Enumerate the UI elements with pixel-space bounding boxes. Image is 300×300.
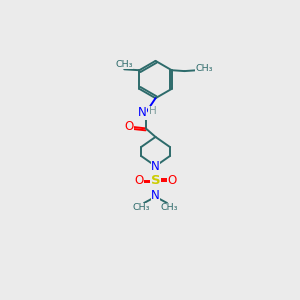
Text: CH₃: CH₃ <box>133 203 150 212</box>
Text: CH₃: CH₃ <box>195 64 213 73</box>
Text: O: O <box>168 174 177 187</box>
Text: O: O <box>124 120 134 133</box>
Text: N: N <box>151 160 160 173</box>
Text: S: S <box>151 174 160 187</box>
Text: O: O <box>134 174 143 187</box>
Text: H: H <box>148 106 156 116</box>
Text: N: N <box>137 106 146 119</box>
Text: CH₃: CH₃ <box>115 60 133 69</box>
Text: CH₃: CH₃ <box>161 203 178 212</box>
Text: N: N <box>151 188 160 202</box>
